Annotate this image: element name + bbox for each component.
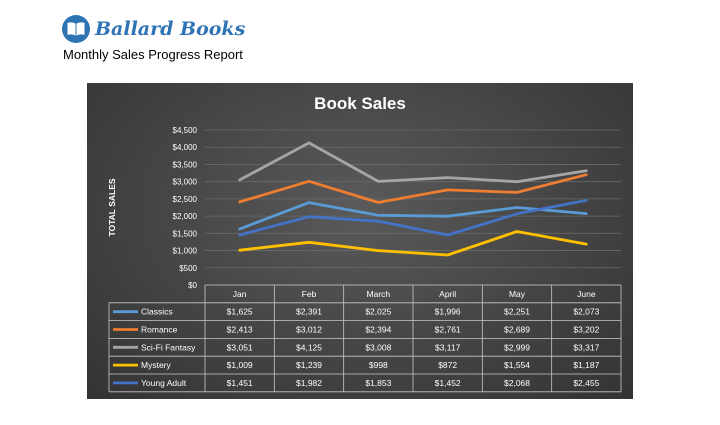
data-label: $4,125 (296, 342, 322, 352)
legend-label: Young Adult (141, 378, 187, 388)
data-label: $2,073 (573, 307, 599, 317)
data-label: $2,394 (365, 325, 391, 335)
chart-panel: Book Sales TOTAL SALES $0 $500 $1,000 $1,500 $… (87, 83, 633, 399)
data-label: $2,251 (504, 307, 530, 317)
data-label: $1,625 (227, 307, 253, 317)
x-category-label: April (439, 289, 456, 299)
series-line-young-adult (238, 199, 588, 237)
data-label: $3,202 (573, 325, 599, 335)
data-label: $1,187 (573, 360, 599, 370)
chart-title: Book Sales (314, 94, 406, 113)
y-tick-label: $2,500 (173, 195, 198, 204)
data-label: $1,982 (296, 378, 322, 388)
data-label: $2,025 (365, 307, 391, 317)
data-label: $2,068 (504, 378, 530, 388)
legend-label: Mystery (141, 360, 172, 370)
data-label: $2,391 (296, 307, 322, 317)
x-category-label: June (577, 289, 596, 299)
data-label: $1,239 (296, 360, 322, 370)
data-label: $3,117 (435, 342, 461, 352)
report-title: Monthly Sales Progress Report (63, 47, 243, 62)
legend-label: Romance (141, 325, 178, 335)
open-book-icon (62, 15, 90, 43)
series-line-classics (238, 201, 588, 231)
y-tick-label: $4,000 (173, 143, 198, 152)
legend-label: Classics (141, 307, 173, 317)
data-label: $1,451 (227, 378, 253, 388)
brand: Ballard Books (62, 14, 245, 44)
x-category-label: Jan (233, 289, 247, 299)
legend-label: Sci-Fi Fantasy (141, 342, 196, 352)
data-label: $1,554 (504, 360, 530, 370)
series-line-romance (238, 173, 588, 204)
data-label: $1,009 (227, 360, 253, 370)
data-label: $3,317 (573, 342, 599, 352)
y-tick-label: $2,000 (173, 212, 198, 221)
y-tick-label: $500 (179, 264, 197, 273)
series-line-sci-fi-fantasy (238, 141, 588, 184)
x-category-label: March (367, 289, 391, 299)
y-tick-label: $3,000 (173, 178, 198, 187)
y-tick-label: $1,000 (173, 247, 198, 256)
x-category-label: May (509, 289, 526, 299)
data-label: $2,761 (435, 325, 461, 335)
data-label: $2,455 (573, 378, 599, 388)
data-label: $2,413 (227, 325, 253, 335)
y-tick-label: $1,500 (173, 229, 198, 238)
data-label: $3,051 (227, 342, 253, 352)
data-label: $3,012 (296, 325, 322, 335)
data-label: $1,996 (435, 307, 461, 317)
data-label: $2,689 (504, 325, 530, 335)
data-label: $3,008 (365, 342, 391, 352)
brand-name: Ballard Books (95, 18, 246, 40)
series-line-mystery (238, 230, 588, 257)
data-label: $872 (438, 360, 457, 370)
y-axis-label: TOTAL SALES (107, 178, 117, 236)
y-tick-label: $0 (188, 281, 197, 290)
x-category-label: Feb (302, 289, 317, 299)
data-label: $1,853 (365, 378, 391, 388)
y-tick-label: $4,500 (173, 126, 198, 135)
data-label: $998 (369, 360, 388, 370)
y-tick-label: $3,500 (173, 160, 198, 169)
data-label: $1,452 (435, 378, 461, 388)
data-label: $2,999 (504, 342, 530, 352)
book-sales-chart: Book Sales TOTAL SALES $0 $500 $1,000 $1,500 $… (107, 94, 622, 393)
